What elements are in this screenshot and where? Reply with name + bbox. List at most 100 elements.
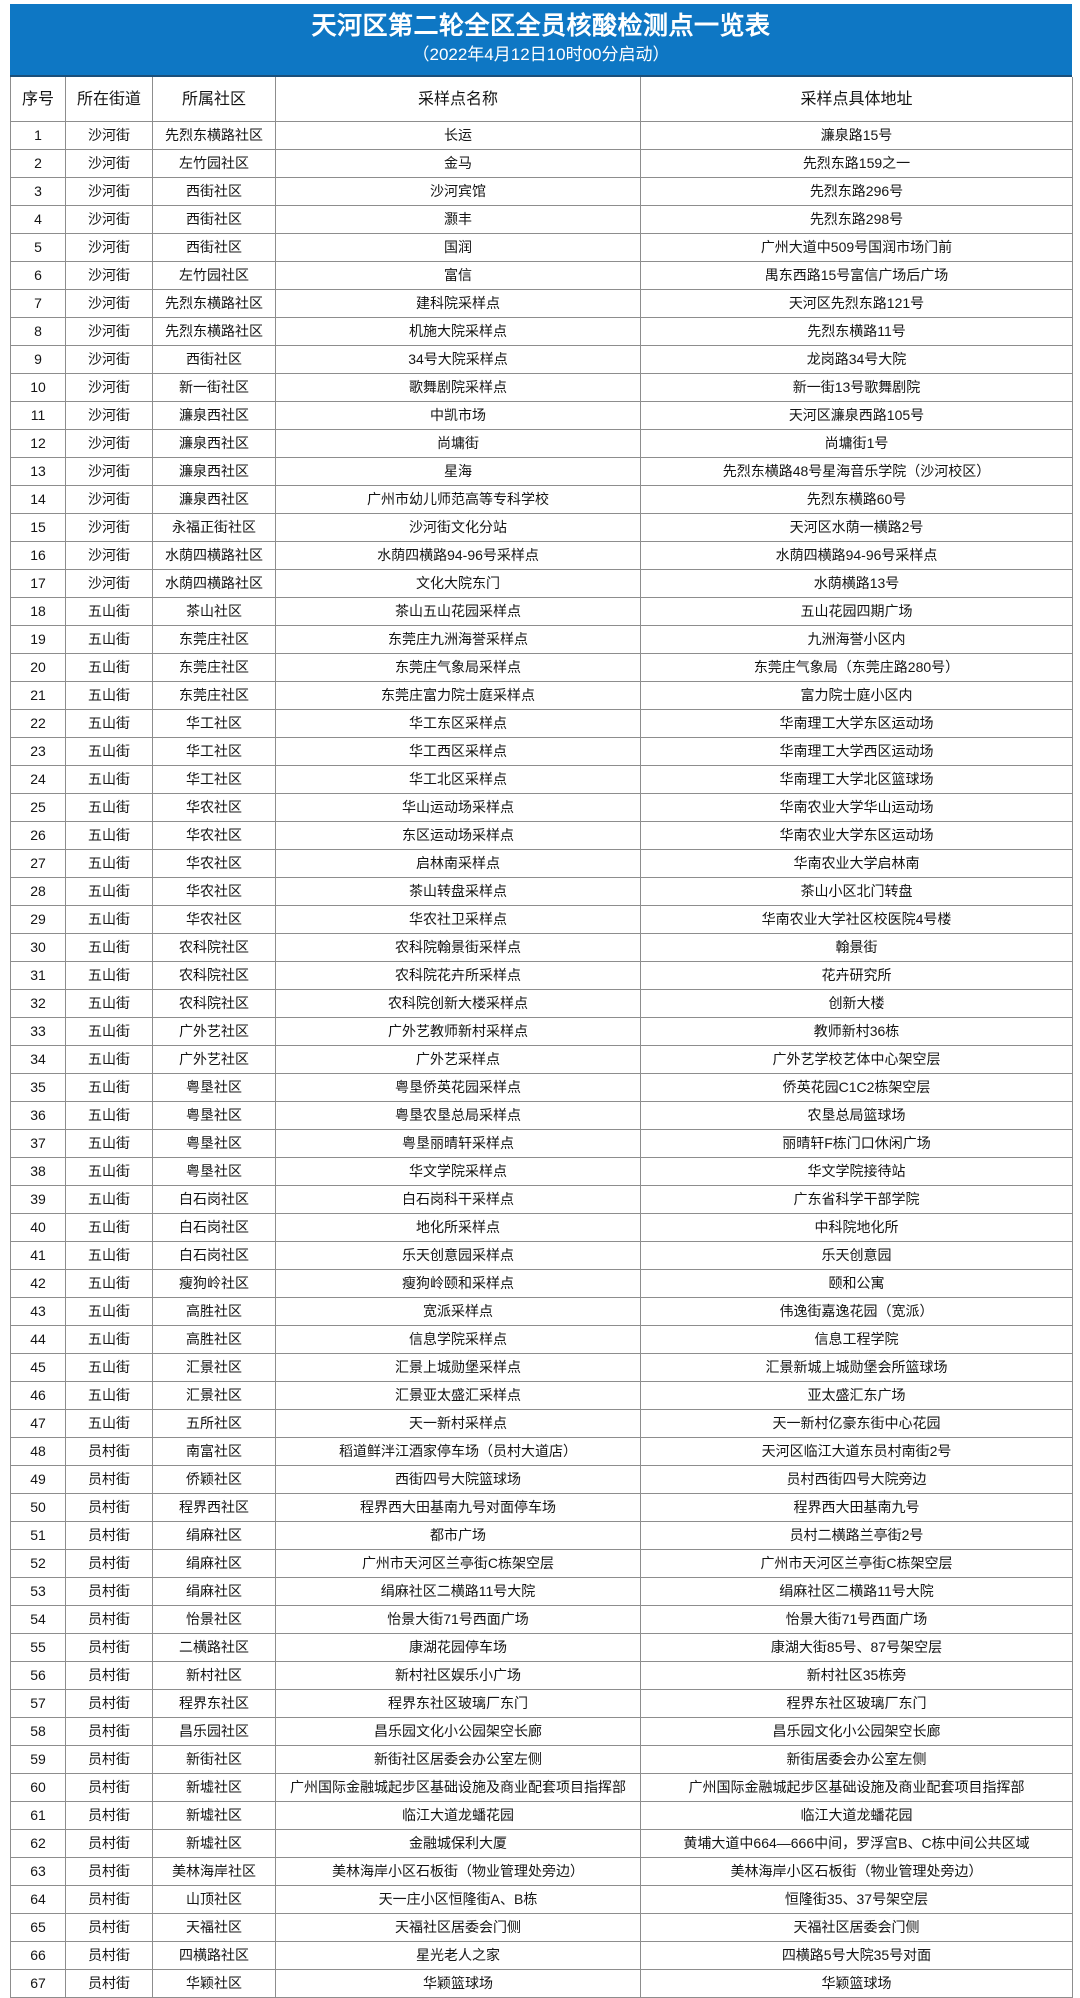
cell-street: 沙河街 xyxy=(65,513,153,543)
cell-site-name: 华农社卫采样点 xyxy=(275,905,641,935)
table-row: 31 五山街 农科院社区 农科院花卉所采样点 花卉研究所 xyxy=(10,961,1073,991)
cell-community: 华农社区 xyxy=(152,877,276,907)
title-banner: 天河区第二轮全区全员核酸检测点一览表 （2022年4月12日10时00分启动） xyxy=(10,4,1072,78)
cell-address: 水荫横路13号 xyxy=(640,569,1073,599)
cell-site-name: 天一庄小区恒隆街A、B栋 xyxy=(275,1885,641,1915)
table-row: 5 沙河街 西街社区 国润 广州大道中509号国润市场门前 xyxy=(10,233,1073,263)
cell-address: 华文学院接待站 xyxy=(640,1157,1073,1187)
cell-street: 员村街 xyxy=(65,1521,153,1551)
cell-community: 先烈东横路社区 xyxy=(152,317,276,347)
testing-sites-table: 序号 所在街道 所属社区 采样点名称 采样点具体地址 1 沙河街 先烈东横路社区 长运… xyxy=(10,77,1073,1998)
cell-no: 29 xyxy=(10,905,66,935)
table-container: 序号 所在街道 所属社区 采样点名称 采样点具体地址 1 沙河街 先烈东横路社区 长运… xyxy=(10,77,1073,1998)
table-row: 6 沙河街 左竹园社区 富信 禺东西路15号富信广场后广场 xyxy=(10,261,1073,291)
table-row: 45 五山街 汇景社区 汇景上城勋堡采样点 汇景新城上城勋堡会所篮球场 xyxy=(10,1353,1073,1383)
cell-street: 沙河街 xyxy=(65,177,153,207)
table-row: 20 五山街 东莞庄社区 东莞庄气象局采样点 东莞庄气象局（东莞庄路280号） xyxy=(10,653,1073,683)
table-row: 41 五山街 白石岗社区 乐天创意园采样点 乐天创意园 xyxy=(10,1241,1073,1271)
cell-address: 广外艺学校艺体中心架空层 xyxy=(640,1045,1073,1075)
cell-street: 五山街 xyxy=(65,821,153,851)
cell-street: 五山街 xyxy=(65,933,153,963)
cell-no: 36 xyxy=(10,1101,66,1131)
cell-site-name: 天一新村采样点 xyxy=(275,1409,641,1439)
cell-site-name: 瘦狗岭颐和采样点 xyxy=(275,1269,641,1299)
cell-community: 永福正街社区 xyxy=(152,513,276,543)
table-row: 38 五山街 粤垦社区 华文学院采样点 华文学院接待站 xyxy=(10,1157,1073,1187)
table-row: 16 沙河街 水荫四横路社区 水荫四横路94-96号采样点 水荫四横路94-96号采样点 xyxy=(10,541,1073,571)
cell-community: 东莞庄社区 xyxy=(152,653,276,683)
cell-street: 员村街 xyxy=(65,1465,153,1495)
cell-address: 员村西街四号大院旁边 xyxy=(640,1465,1073,1495)
cell-no: 61 xyxy=(10,1801,66,1831)
cell-no: 45 xyxy=(10,1353,66,1383)
cell-no: 28 xyxy=(10,877,66,907)
cell-community: 新墟社区 xyxy=(152,1801,276,1831)
table-row: 15 沙河街 永福正街社区 沙河街文化分站 天河区水荫一横路2号 xyxy=(10,513,1073,543)
table-row: 49 员村街 侨颖社区 西街四号大院篮球场 员村西街四号大院旁边 xyxy=(10,1465,1073,1495)
cell-no: 16 xyxy=(10,541,66,571)
table-row: 10 沙河街 新一街社区 歌舞剧院采样点 新一街13号歌舞剧院 xyxy=(10,373,1073,403)
cell-street: 员村街 xyxy=(65,1857,153,1887)
cell-street: 员村街 xyxy=(65,1577,153,1607)
cell-site-name: 广外艺采样点 xyxy=(275,1045,641,1075)
cell-site-name: 新村社区娱乐小广场 xyxy=(275,1661,641,1691)
cell-address: 恒隆街35、37号架空层 xyxy=(640,1885,1073,1915)
cell-no: 59 xyxy=(10,1745,66,1775)
cell-site-name: 西街四号大院篮球场 xyxy=(275,1465,641,1495)
cell-no: 1 xyxy=(10,121,66,151)
cell-community: 东莞庄社区 xyxy=(152,625,276,655)
cell-site-name: 粤垦农垦总局采样点 xyxy=(275,1101,641,1131)
table-row: 59 员村街 新街社区 新街社区居委会办公室左侧 新街居委会办公室左侧 xyxy=(10,1745,1073,1775)
cell-no: 15 xyxy=(10,513,66,543)
cell-no: 58 xyxy=(10,1717,66,1747)
cell-street: 五山街 xyxy=(65,1045,153,1075)
table-row: 8 沙河街 先烈东横路社区 机施大院采样点 先烈东横路11号 xyxy=(10,317,1073,347)
table-body: 1 沙河街 先烈东横路社区 长运 濂泉路15号 2 沙河街 左竹园社区 金马 先烈东路159之一 3… xyxy=(10,121,1073,1998)
cell-street: 沙河街 xyxy=(65,457,153,487)
cell-street: 员村街 xyxy=(65,1689,153,1719)
cell-no: 48 xyxy=(10,1437,66,1467)
column-header-address: 采样点具体地址 xyxy=(640,77,1073,123)
cell-community: 先烈东横路社区 xyxy=(152,121,276,151)
cell-no: 35 xyxy=(10,1073,66,1103)
cell-no: 23 xyxy=(10,737,66,767)
cell-no: 22 xyxy=(10,709,66,739)
cell-community: 程界东社区 xyxy=(152,1689,276,1719)
cell-address: 新街居委会办公室左侧 xyxy=(640,1745,1073,1775)
cell-no: 21 xyxy=(10,681,66,711)
cell-community: 农科院社区 xyxy=(152,933,276,963)
cell-street: 沙河街 xyxy=(65,289,153,319)
cell-address: 四横路5号大院35号对面 xyxy=(640,1941,1073,1971)
column-header-site-name: 采样点名称 xyxy=(275,77,641,123)
table-row: 65 员村街 天福社区 天福社区居委会门侧 天福社区居委会门侧 xyxy=(10,1913,1073,1943)
cell-site-name: 国润 xyxy=(275,233,641,263)
table-row: 34 五山街 广外艺社区 广外艺采样点 广外艺学校艺体中心架空层 xyxy=(10,1045,1073,1075)
cell-street: 五山街 xyxy=(65,1353,153,1383)
cell-site-name: 华工西区采样点 xyxy=(275,737,641,767)
table-row: 9 沙河街 西街社区 34号大院采样点 龙岗路34号大院 xyxy=(10,345,1073,375)
cell-site-name: 绢麻社区二横路11号大院 xyxy=(275,1577,641,1607)
cell-no: 17 xyxy=(10,569,66,599)
cell-address: 怡景大街71号西面广场 xyxy=(640,1605,1073,1635)
cell-no: 65 xyxy=(10,1913,66,1943)
table-row: 4 沙河街 西街社区 灏丰 先烈东路298号 xyxy=(10,205,1073,235)
cell-no: 31 xyxy=(10,961,66,991)
table-row: 44 五山街 高胜社区 信息学院采样点 信息工程学院 xyxy=(10,1325,1073,1355)
cell-site-name: 东莞庄气象局采样点 xyxy=(275,653,641,683)
cell-no: 18 xyxy=(10,597,66,627)
table-row: 55 员村街 二横路社区 康湖花园停车场 康湖大街85号、87号架空层 xyxy=(10,1633,1073,1663)
cell-community: 汇景社区 xyxy=(152,1353,276,1383)
cell-community: 高胜社区 xyxy=(152,1297,276,1327)
cell-community: 华农社区 xyxy=(152,793,276,823)
cell-site-name: 东莞庄富力院士庭采样点 xyxy=(275,681,641,711)
cell-street: 五山街 xyxy=(65,681,153,711)
table-row: 50 员村街 程界西社区 程界西大田基南九号对面停车场 程界西大田基南九号 xyxy=(10,1493,1073,1523)
table-row: 64 员村街 山顶社区 天一庄小区恒隆街A、B栋 恒隆街35、37号架空层 xyxy=(10,1885,1073,1915)
cell-street: 五山街 xyxy=(65,597,153,627)
cell-community: 绢麻社区 xyxy=(152,1521,276,1551)
cell-no: 57 xyxy=(10,1689,66,1719)
cell-street: 五山街 xyxy=(65,877,153,907)
cell-street: 员村街 xyxy=(65,1745,153,1775)
column-header-street: 所在街道 xyxy=(65,77,153,123)
cell-street: 沙河街 xyxy=(65,541,153,571)
